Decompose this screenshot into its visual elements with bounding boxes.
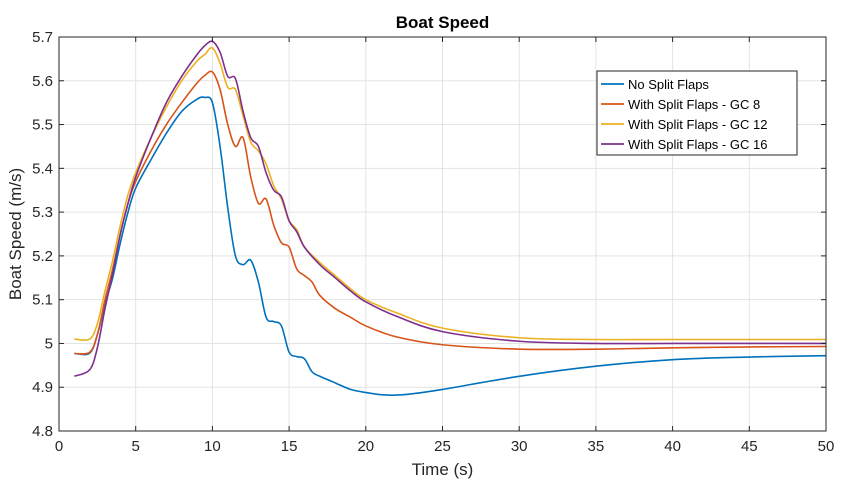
series-line-with-split-flaps-gc-12 — [74, 46, 826, 341]
x-tick-label: 40 — [664, 438, 681, 455]
chart-title: Boat Speed — [396, 13, 490, 32]
x-tick-label: 0 — [55, 438, 63, 455]
y-tick-label: 5.1 — [32, 292, 53, 309]
series-line-with-split-flaps-gc-16 — [74, 40, 826, 378]
x-tick-label: 20 — [357, 438, 374, 455]
x-tick-label: 45 — [741, 438, 758, 455]
y-tick-label: 5.7 — [32, 29, 53, 46]
legend-label: With Split Flaps - GC 16 — [628, 137, 767, 152]
legend-label: No Split Flaps — [628, 77, 709, 92]
y-tick-label: 5.4 — [32, 160, 53, 177]
legend-box — [596, 70, 798, 156]
y-tick-label: 5.2 — [32, 248, 53, 265]
y-tick-label: 5.6 — [32, 73, 53, 90]
y-tick-label: 4.9 — [32, 379, 53, 396]
y-tick-label: 5.3 — [32, 204, 53, 221]
axis-ticks: 0 5 10 15 20 25 30 35 40 45 50 4.8 4.9 5 5.1 5.2 5.3 5.4 5… — [32, 29, 834, 455]
y-tick-label: 5.5 — [32, 117, 53, 134]
legend: No Split Flaps With Split Flaps - GC 8 Wit… — [596, 70, 798, 156]
x-tick-label: 15 — [281, 438, 298, 455]
legend-label: With Split Flaps - GC 12 — [628, 117, 767, 132]
x-tick-label: 10 — [204, 438, 221, 455]
series-lines — [74, 40, 827, 396]
y-tick-label: 5 — [45, 335, 53, 352]
x-axis-label: Time (s) — [412, 460, 474, 479]
x-tick-label: 25 — [434, 438, 451, 455]
legend-label: With Split Flaps - GC 8 — [628, 97, 760, 112]
x-tick-label: 35 — [588, 438, 605, 455]
y-axis-label: Boat Speed (m/s) — [6, 168, 25, 300]
x-tick-label: 50 — [818, 438, 835, 455]
series-line-no-split-flaps — [74, 96, 827, 396]
y-tick-label: 4.8 — [32, 423, 53, 440]
x-tick-label: 30 — [511, 438, 528, 455]
x-tick-label: 5 — [132, 438, 140, 455]
